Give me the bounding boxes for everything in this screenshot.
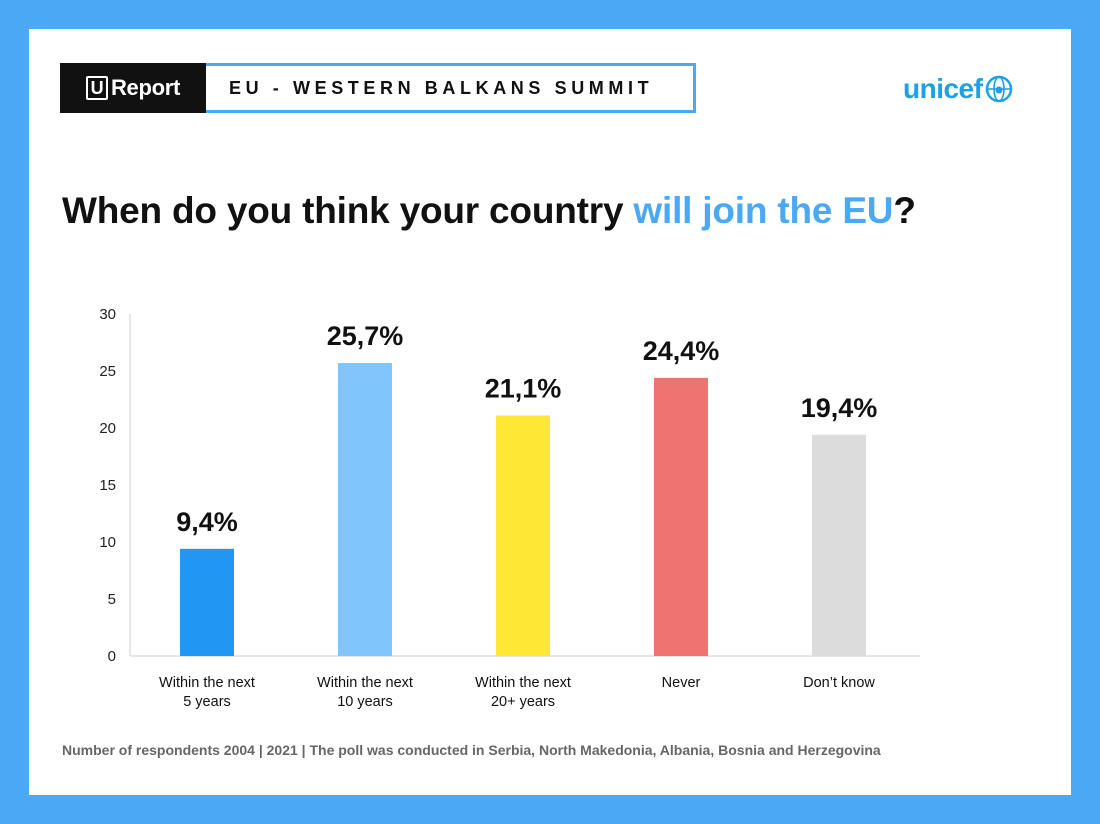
- bar: [338, 363, 392, 656]
- unicef-globe-icon: [986, 75, 1013, 103]
- y-tick-label: 15: [99, 477, 116, 494]
- x-tick-label: 10 years: [337, 694, 393, 710]
- chart-headline: When do you think your country will join…: [62, 190, 1062, 232]
- headline-accent: will join the EU: [633, 190, 894, 231]
- ureport-logo-text: Report: [110, 75, 181, 100]
- brand-bar: U Report EU - WESTERN BALKANS SUMMIT: [60, 63, 696, 113]
- bar: [812, 434, 866, 656]
- x-tick-label: 5 years: [183, 694, 231, 710]
- bar: [180, 548, 234, 656]
- y-tick-label: 25: [99, 363, 116, 380]
- x-tick-label: Within the next: [159, 675, 255, 691]
- y-tick-label: 10: [99, 534, 116, 551]
- x-tick-label: 20+ years: [491, 694, 555, 710]
- poster-card: [29, 29, 1071, 795]
- x-tick-label: Within the next: [475, 675, 571, 691]
- ureport-logo: U Report: [60, 63, 206, 113]
- y-tick-label: 0: [108, 648, 116, 665]
- headline-part2: ?: [893, 190, 916, 231]
- unicef-logo-text: unicef: [903, 73, 983, 104]
- footnote: Number of respondents 2004 | 2021 | The …: [62, 742, 881, 758]
- y-tick-label: 5: [108, 591, 116, 608]
- bar-value-label: 24,4%: [643, 336, 720, 366]
- headline-part1: When do you think your country: [62, 190, 634, 231]
- x-tick-label: Within the next: [317, 675, 413, 691]
- bar-value-label: 25,7%: [327, 321, 404, 351]
- bar: [496, 415, 550, 656]
- bar-value-label: 9,4%: [176, 507, 238, 537]
- bar-value-label: 19,4%: [801, 393, 878, 423]
- bar: [654, 377, 708, 656]
- y-tick-label: 30: [99, 306, 116, 323]
- x-tick-label: Never: [662, 675, 701, 691]
- bar-value-label: 21,1%: [485, 373, 562, 403]
- summit-title: EU - WESTERN BALKANS SUMMIT: [229, 77, 654, 98]
- y-tick-label: 20: [99, 420, 116, 437]
- ureport-u-mark: U: [85, 76, 108, 100]
- x-tick-label: Don’t know: [803, 675, 875, 691]
- unicef-logo: unicef: [903, 71, 1014, 107]
